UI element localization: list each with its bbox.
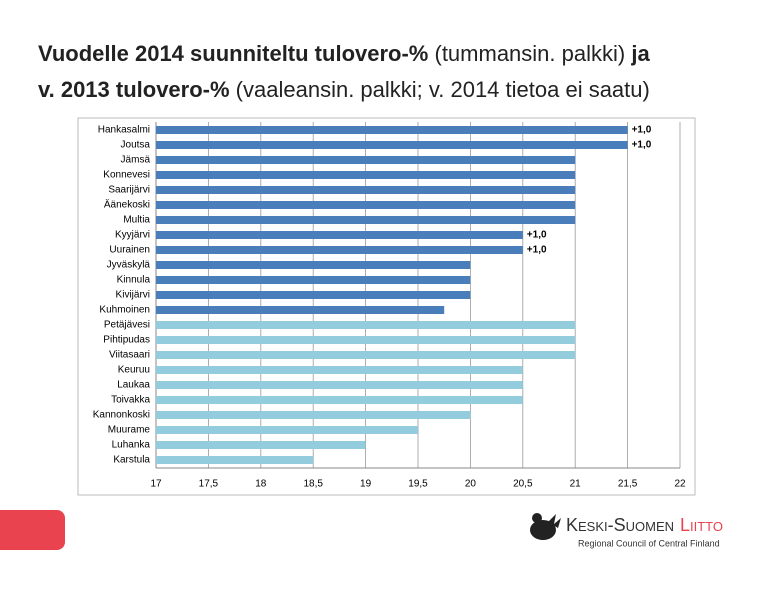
- y-tick-label: Äänekoski: [104, 199, 150, 211]
- bar: [156, 366, 523, 374]
- title-part: v. 2013 tulovero-%: [38, 77, 230, 102]
- bar: [156, 276, 471, 284]
- bar: [156, 156, 576, 164]
- y-tick-label: Joutsa: [121, 140, 151, 151]
- chart-title: v. 2013 tulovero-% (vaaleansin. palkki; …: [38, 77, 650, 102]
- bar: [156, 291, 471, 299]
- y-tick-label: Kinnula: [117, 275, 151, 286]
- bar: [156, 246, 523, 254]
- annotation: +1,0: [632, 140, 652, 151]
- bar: [156, 171, 576, 179]
- y-tick-label: Pihtipudas: [103, 335, 150, 346]
- x-tick-label: 21: [570, 479, 582, 490]
- bar: [156, 231, 523, 239]
- x-tick-label: 21,5: [618, 479, 638, 490]
- x-tick-label: 19: [360, 479, 372, 490]
- x-tick-label: 18: [255, 479, 267, 490]
- bar: [156, 336, 576, 344]
- bar: [156, 141, 628, 149]
- y-tick-label: Kivijärvi: [116, 290, 150, 301]
- y-tick-label: Jämsä: [121, 155, 151, 166]
- bar: [156, 426, 418, 434]
- bar: [156, 126, 628, 134]
- logo-tagline: Regional Council of Central Finland: [578, 538, 720, 548]
- bar: [156, 396, 523, 404]
- annotation: +1,0: [527, 230, 547, 241]
- y-tick-label: Petäjävesi: [104, 320, 150, 331]
- y-tick-label: Jyväskylä: [107, 260, 151, 271]
- bar: [156, 201, 576, 209]
- y-tick-label: Kannonkoski: [93, 410, 150, 421]
- annotation: +1,0: [527, 245, 547, 256]
- x-tick-label: 18,5: [303, 479, 323, 490]
- bar: [156, 351, 576, 359]
- y-tick-label: Muurame: [108, 425, 151, 436]
- title-part: Vuodelle 2014 suunniteltu tulovero-%: [38, 41, 428, 66]
- bar: [156, 381, 523, 389]
- y-tick-label: Keuruu: [118, 365, 150, 376]
- y-tick-label: Viitasaari: [109, 350, 150, 361]
- annotation: +1,0: [632, 125, 652, 136]
- x-tick-label: 17: [150, 479, 162, 490]
- title-part: ja: [630, 41, 650, 66]
- y-tick-label: Karstula: [113, 455, 150, 466]
- y-tick-label: Saarijärvi: [108, 185, 150, 196]
- title-part: (tummansin. palkki): [428, 41, 631, 66]
- y-tick-label: Konnevesi: [103, 170, 150, 181]
- y-tick-label: Multia: [123, 215, 150, 226]
- x-tick-label: 20,5: [513, 479, 533, 490]
- x-tick-label: 19,5: [408, 479, 428, 490]
- bar: [156, 456, 314, 464]
- logo-icon: [530, 513, 561, 540]
- y-tick-label: Uurainen: [109, 245, 150, 256]
- y-tick-label: Luhanka: [112, 440, 151, 451]
- y-tick-label: Laukaa: [117, 380, 150, 391]
- bar: [156, 261, 471, 269]
- y-tick-label: Kuhmoinen: [99, 305, 150, 316]
- decor-tab: [0, 510, 65, 550]
- y-tick-label: Hankasalmi: [98, 125, 150, 136]
- y-tick-label: Kyyjärvi: [115, 230, 150, 241]
- x-tick-label: 20: [465, 479, 477, 490]
- bar: [156, 441, 366, 449]
- x-tick-label: 22: [674, 479, 686, 490]
- y-tick-label: Toivakka: [111, 395, 150, 406]
- bar: [156, 411, 471, 419]
- bar: [156, 186, 576, 194]
- x-tick-label: 17,5: [199, 479, 219, 490]
- logo-name-2: Liitto: [680, 515, 723, 535]
- logo-name: Keski-Suomen: [566, 515, 674, 535]
- bar: [156, 216, 576, 224]
- bar: [156, 306, 445, 314]
- bar: [156, 321, 576, 329]
- chart-title: Vuodelle 2014 suunniteltu tulovero-% (tu…: [38, 41, 650, 66]
- title-part: (vaaleansin. palkki; v. 2014 tietoa ei s…: [230, 77, 650, 102]
